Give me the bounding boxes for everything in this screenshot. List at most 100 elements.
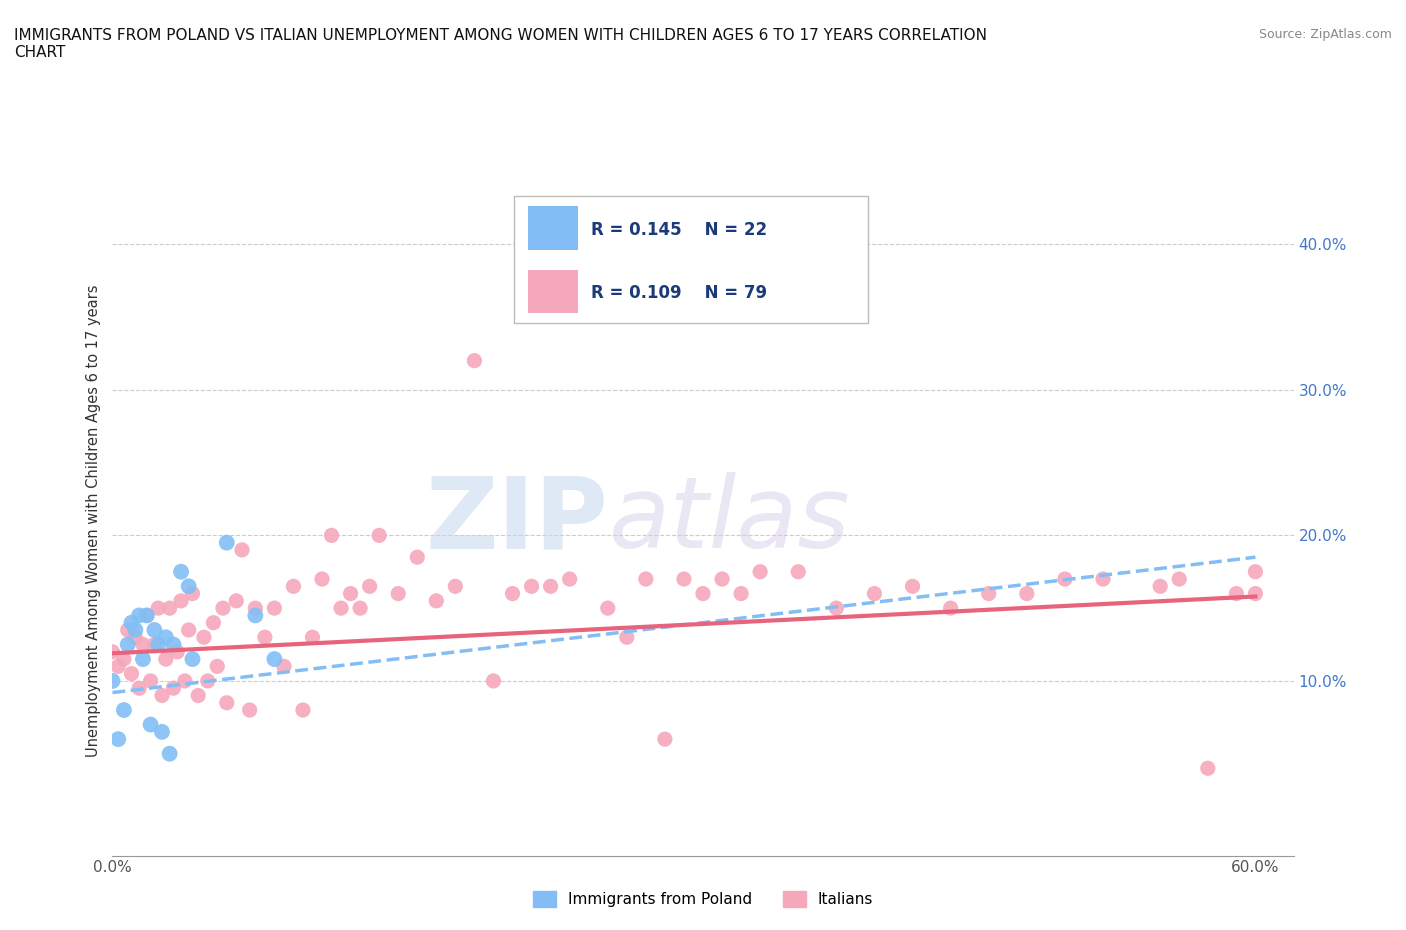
- Point: [482, 673, 505, 688]
- FancyBboxPatch shape: [515, 196, 869, 324]
- Point: [107, 732, 129, 747]
- Point: [159, 601, 181, 616]
- Point: [150, 688, 173, 703]
- Point: [825, 601, 848, 616]
- Point: [425, 593, 447, 608]
- Point: [202, 616, 225, 631]
- Point: [1225, 586, 1247, 601]
- Point: [207, 659, 229, 674]
- Point: [162, 681, 184, 696]
- Point: [311, 572, 333, 587]
- Point: [139, 673, 162, 688]
- Text: atlas: atlas: [609, 472, 851, 569]
- Point: [540, 578, 562, 593]
- Point: [245, 608, 267, 623]
- Point: [132, 637, 155, 652]
- Text: IMMIGRANTS FROM POLAND VS ITALIAN UNEMPLOYMENT AMONG WOMEN WITH CHILDREN AGES 6 : IMMIGRANTS FROM POLAND VS ITALIAN UNEMPL…: [14, 28, 987, 60]
- Point: [1092, 572, 1115, 587]
- Point: [135, 608, 157, 623]
- Y-axis label: Unemployment Among Women with Children Ages 6 to 17 years: Unemployment Among Women with Children A…: [86, 285, 101, 757]
- Point: [253, 630, 276, 644]
- Point: [1149, 578, 1171, 593]
- Point: [128, 681, 150, 696]
- Point: [616, 630, 638, 644]
- Legend: Immigrants from Poland, Italians: Immigrants from Poland, Italians: [527, 884, 879, 913]
- Point: [349, 601, 371, 616]
- Point: [502, 586, 524, 601]
- Point: [155, 630, 177, 644]
- Point: [101, 644, 124, 659]
- Point: [181, 586, 204, 601]
- Point: [1244, 565, 1267, 579]
- Point: [139, 717, 162, 732]
- Point: [359, 578, 381, 593]
- Point: [143, 622, 166, 637]
- FancyBboxPatch shape: [529, 206, 578, 249]
- Point: [124, 622, 146, 637]
- Point: [263, 652, 285, 667]
- Point: [121, 666, 143, 681]
- Point: [101, 673, 124, 688]
- Point: [162, 637, 184, 652]
- Point: [239, 702, 262, 717]
- Point: [368, 528, 391, 543]
- Point: [291, 702, 314, 717]
- Point: [155, 652, 177, 667]
- Point: [749, 565, 772, 579]
- Point: [463, 353, 485, 368]
- Point: [1168, 572, 1191, 587]
- Point: [112, 702, 135, 717]
- Point: [672, 572, 695, 587]
- Point: [135, 608, 157, 623]
- Point: [634, 572, 657, 587]
- Point: [283, 578, 305, 593]
- Point: [387, 586, 409, 601]
- Point: [406, 550, 429, 565]
- Point: [177, 578, 200, 593]
- Point: [143, 637, 166, 652]
- Point: [444, 578, 467, 593]
- Point: [273, 659, 295, 674]
- Text: ZIP: ZIP: [426, 472, 609, 569]
- Point: [117, 637, 139, 652]
- Point: [212, 601, 235, 616]
- Point: [112, 652, 135, 667]
- Point: [977, 586, 1000, 601]
- Point: [166, 644, 188, 659]
- Point: [107, 659, 129, 674]
- Point: [939, 601, 962, 616]
- Point: [159, 746, 181, 761]
- FancyBboxPatch shape: [529, 270, 578, 313]
- Point: [245, 601, 267, 616]
- Point: [132, 652, 155, 667]
- Point: [148, 601, 170, 616]
- Point: [321, 528, 343, 543]
- Point: [231, 542, 253, 557]
- Point: [520, 578, 543, 593]
- Point: [692, 586, 714, 601]
- Point: [901, 578, 924, 593]
- Point: [787, 565, 810, 579]
- Point: [711, 572, 734, 587]
- Point: [148, 637, 170, 652]
- Point: [124, 630, 146, 644]
- Point: [170, 565, 193, 579]
- Point: [150, 724, 173, 739]
- Text: R = 0.109    N = 79: R = 0.109 N = 79: [591, 285, 766, 302]
- Point: [215, 535, 238, 550]
- Point: [1053, 572, 1076, 587]
- Point: [117, 622, 139, 637]
- Point: [197, 673, 219, 688]
- Point: [1197, 761, 1219, 776]
- Text: R = 0.145    N = 22: R = 0.145 N = 22: [591, 220, 766, 238]
- Point: [730, 586, 752, 601]
- Point: [596, 601, 619, 616]
- Point: [177, 622, 200, 637]
- Point: [654, 732, 676, 747]
- Point: [263, 601, 285, 616]
- Point: [1015, 586, 1038, 601]
- Point: [339, 586, 361, 601]
- Point: [558, 572, 581, 587]
- Point: [193, 630, 215, 644]
- Point: [301, 630, 323, 644]
